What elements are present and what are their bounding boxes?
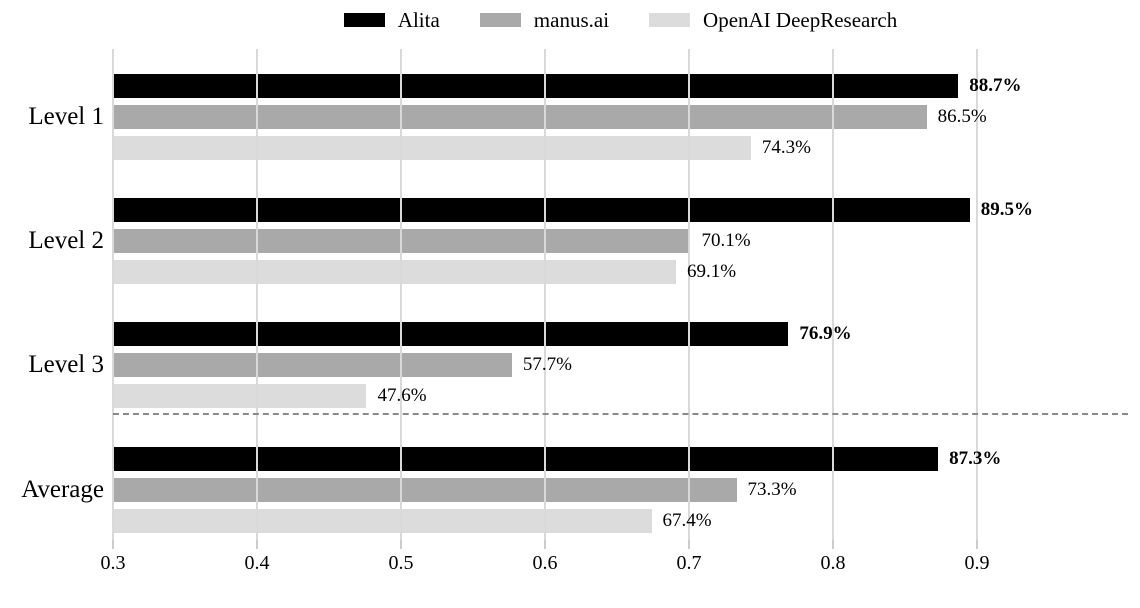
gridline bbox=[832, 49, 834, 540]
gridline bbox=[544, 49, 546, 540]
gridline bbox=[688, 49, 690, 540]
bar-value-label-openai-deepresearch-level-3: 47.6% bbox=[377, 385, 427, 406]
bar-manus-ai-level-1 bbox=[113, 105, 927, 129]
bar-value-label-alita-level-1: 88.7% bbox=[969, 75, 1022, 96]
plot-area: 88.7% 86.5% 74.3% 89.5% 70.1% 69.1% 76.9% 57.7%… bbox=[112, 49, 1128, 540]
legend-item-openai-deepresearch: OpenAI DeepResearch bbox=[649, 7, 898, 32]
bar-value-label-alita-average: 87.3% bbox=[949, 448, 1002, 469]
legend-swatch-openai-deepresearch bbox=[649, 13, 691, 27]
bar-alita-average bbox=[113, 447, 939, 471]
x-tick-mark bbox=[832, 540, 834, 549]
bar-value-label-openai-deepresearch-level-2: 69.1% bbox=[687, 261, 737, 282]
bar-value-label-manus-ai-average: 73.3% bbox=[747, 479, 797, 500]
bar-alita-level-1 bbox=[113, 74, 959, 98]
bar-openai-deepresearch-level-1 bbox=[113, 136, 751, 160]
bar-value-label-manus-ai-level-1: 86.5% bbox=[937, 106, 987, 127]
legend-swatch-manus-ai bbox=[479, 13, 521, 27]
gridline bbox=[400, 49, 402, 540]
gridline bbox=[256, 49, 258, 540]
chart-legend: Alita manus.ai OpenAI DeepResearch bbox=[113, 4, 1128, 36]
bar-openai-deepresearch-level-3 bbox=[113, 384, 367, 408]
x-tick-mark bbox=[976, 540, 978, 549]
x-tick-label: 0.9 bbox=[964, 552, 990, 574]
separator-dashed-line bbox=[113, 413, 1128, 415]
bar-manus-ai-level-3 bbox=[113, 353, 512, 377]
x-tick-label: 0.7 bbox=[676, 552, 702, 574]
bar-openai-deepresearch-level-2 bbox=[113, 260, 677, 284]
legend-item-alita: Alita bbox=[343, 7, 440, 32]
x-tick-label: 0.4 bbox=[244, 552, 270, 574]
x-tick-mark bbox=[688, 540, 690, 549]
legend-item-manus-ai: manus.ai bbox=[479, 7, 610, 32]
x-tick-label: 0.8 bbox=[820, 552, 846, 574]
bar-alita-level-2 bbox=[113, 198, 970, 222]
x-tick-label: 0.3 bbox=[100, 552, 126, 574]
bar-value-label-openai-deepresearch-average: 67.4% bbox=[662, 510, 712, 531]
x-tick-mark bbox=[112, 540, 114, 549]
x-tick-mark bbox=[400, 540, 402, 549]
x-tick-mark bbox=[256, 540, 258, 549]
bar-manus-ai-average bbox=[113, 478, 737, 502]
category-label-average: Average bbox=[21, 476, 104, 503]
x-tick-mark bbox=[544, 540, 546, 549]
bar-value-label-openai-deepresearch-level-1: 74.3% bbox=[761, 137, 811, 158]
legend-label: OpenAI DeepResearch bbox=[703, 7, 898, 32]
bar-value-label-manus-ai-level-3: 57.7% bbox=[522, 354, 572, 375]
gridline bbox=[112, 49, 114, 540]
bar-value-label-manus-ai-level-2: 70.1% bbox=[701, 230, 751, 251]
gridline bbox=[976, 49, 978, 540]
category-label-level-3: Level 3 bbox=[28, 351, 104, 378]
legend-label: manus.ai bbox=[533, 7, 610, 32]
bar-openai-deepresearch-average bbox=[113, 509, 652, 533]
legend-swatch-alita bbox=[343, 13, 385, 27]
bar-alita-level-3 bbox=[113, 322, 789, 346]
legend-label: Alita bbox=[397, 7, 440, 32]
category-label-level-1: Level 1 bbox=[28, 103, 104, 130]
bar-value-label-alita-level-3: 76.9% bbox=[799, 323, 852, 344]
x-tick-label: 0.6 bbox=[532, 552, 558, 574]
category-label-level-2: Level 2 bbox=[28, 227, 104, 254]
x-tick-label: 0.5 bbox=[388, 552, 414, 574]
bar-value-label-alita-level-2: 89.5% bbox=[980, 199, 1034, 220]
